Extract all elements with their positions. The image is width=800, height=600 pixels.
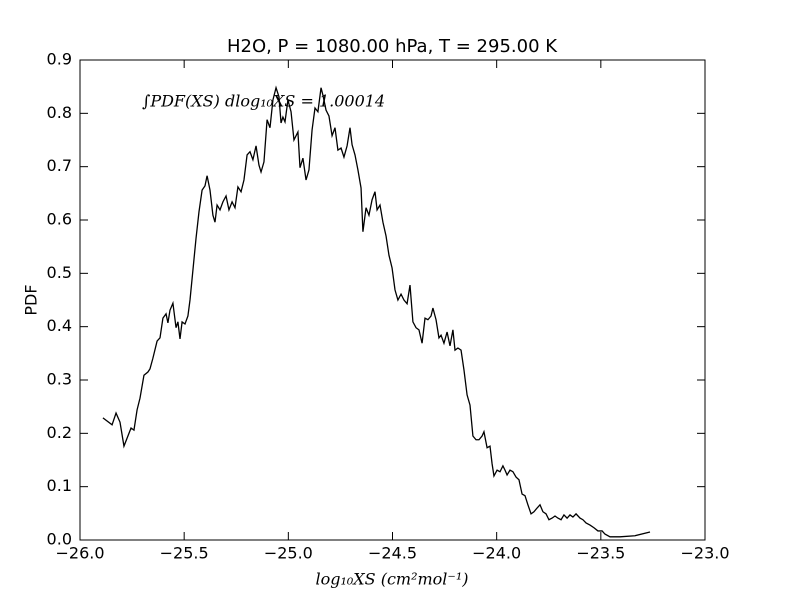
y-tick-label: 0.2	[47, 423, 72, 442]
x-tick-label: −24.5	[368, 544, 417, 563]
y-tick-label: 0.1	[47, 476, 72, 495]
plot-frame	[79, 59, 706, 541]
y-tick-label: 0.7	[47, 156, 72, 175]
x-tick-label: −25.5	[160, 544, 209, 563]
y-tick-label: 0.3	[47, 370, 72, 389]
chart-title: H2O, P = 1080.00 hPa, T = 295.00 K	[227, 36, 558, 57]
x-axis-label: log₁₀XS (cm²mol⁻¹)	[315, 570, 468, 589]
y-tick-label: 0.9	[47, 50, 72, 69]
y-axis-label: PDF	[22, 284, 41, 315]
x-tick-label: −23.5	[576, 544, 625, 563]
data-line	[102, 85, 651, 538]
y-tick-label: 0.5	[47, 263, 72, 282]
y-tick-label: 0.4	[47, 316, 72, 335]
y-tick-label: 0.6	[47, 210, 72, 229]
x-tick-label: −25.0	[264, 544, 313, 563]
y-tick-label: 0.0	[47, 530, 72, 549]
x-tick-label: −26.0	[55, 544, 104, 563]
x-tick-label: −24.0	[472, 544, 521, 563]
y-tick-label: 0.8	[47, 103, 72, 122]
annotation: ∫PDF(XS) dlog₁₀XS = 1.00014	[142, 92, 385, 111]
x-tick-label: −23.0	[680, 544, 729, 563]
